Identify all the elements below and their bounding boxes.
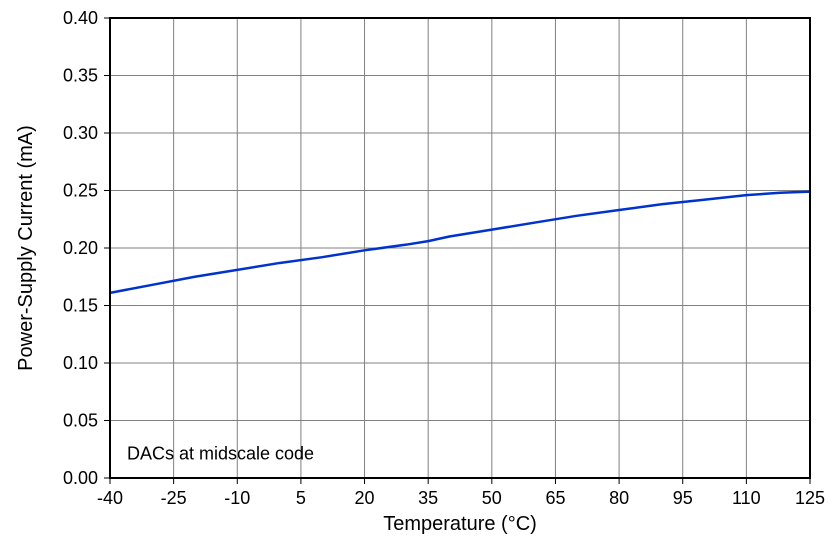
x-tick-label: 5	[296, 488, 306, 508]
y-tick-label: 0.40	[63, 8, 98, 28]
x-tick-label: 50	[482, 488, 502, 508]
y-tick-label: 0.30	[63, 123, 98, 143]
y-axis-label: Power-Supply Current (mA)	[15, 125, 37, 371]
chart-annotation: DACs at midscale code	[127, 444, 314, 464]
y-tick-label: 0.05	[63, 411, 98, 431]
chart-svg: -40 -25 -10 5 20 35 50 65 80 95 110 125 0.00 0.05 0.10…	[0, 0, 839, 559]
y-tick-label: 0.10	[63, 353, 98, 373]
x-tick-label: 20	[355, 488, 375, 508]
x-tick-label: -25	[161, 488, 187, 508]
x-tick-label: 95	[673, 488, 693, 508]
x-tick-label: 35	[418, 488, 438, 508]
x-tick-label: 80	[609, 488, 629, 508]
x-tick-label: 110	[732, 488, 761, 508]
x-tick-label: 65	[545, 488, 565, 508]
x-tick-label: 125	[795, 488, 825, 508]
y-tick-label: 0.35	[63, 66, 98, 86]
chart-container: { "chart": { "type": "line", "width": 83…	[0, 0, 839, 559]
y-tick-label: 0.00	[63, 468, 98, 488]
y-tick-label: 0.15	[63, 296, 98, 316]
y-tick-label: 0.25	[63, 181, 98, 201]
x-tick-label: -40	[97, 488, 123, 508]
y-tick-label: 0.20	[63, 238, 98, 258]
x-axis-label: Temperature (°C)	[383, 513, 537, 535]
x-tick-label: -10	[224, 488, 250, 508]
